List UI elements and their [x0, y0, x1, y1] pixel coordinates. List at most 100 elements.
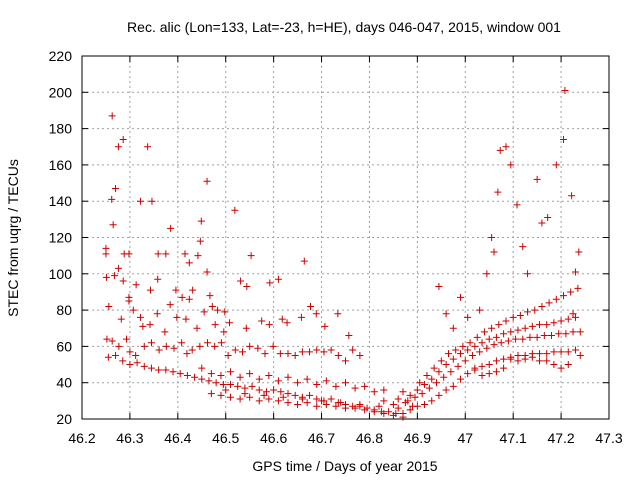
data-point	[278, 315, 286, 323]
data-point	[234, 382, 242, 390]
data-point	[238, 348, 246, 356]
data-point	[318, 397, 326, 405]
data-point	[485, 370, 493, 378]
data-point	[435, 368, 443, 376]
data-point	[194, 252, 202, 260]
data-point	[182, 315, 190, 323]
data-point	[227, 381, 235, 389]
data-point	[483, 344, 491, 352]
data-point	[219, 381, 227, 389]
data-point	[389, 400, 397, 408]
data-point	[513, 201, 521, 209]
data-point	[524, 308, 532, 316]
data-point	[162, 342, 170, 350]
data-point	[320, 348, 328, 356]
data-point	[103, 335, 111, 343]
data-point	[550, 319, 558, 327]
data-point	[102, 250, 110, 258]
data-point	[294, 400, 302, 408]
y-tick-label: 60	[56, 338, 72, 354]
data-point	[485, 361, 493, 369]
data-point	[178, 293, 186, 301]
data-point	[226, 319, 234, 327]
data-point	[217, 391, 225, 399]
data-point	[155, 366, 163, 374]
data-point	[442, 310, 450, 318]
data-point	[222, 386, 230, 394]
data-point	[449, 382, 457, 390]
data-point	[452, 346, 460, 354]
data-point	[507, 355, 515, 363]
data-point	[312, 310, 320, 318]
data-point	[521, 355, 529, 363]
data-point	[375, 402, 383, 410]
data-point	[394, 395, 402, 403]
data-point	[464, 346, 472, 354]
data-point	[236, 373, 244, 381]
data-point	[538, 219, 546, 227]
data-point	[464, 370, 472, 378]
data-point	[154, 275, 162, 283]
data-point	[313, 402, 321, 410]
data-point	[112, 184, 120, 192]
data-point	[488, 234, 496, 241]
data-point	[332, 382, 340, 390]
data-point	[303, 399, 311, 407]
data-point	[269, 342, 277, 350]
data-point	[514, 326, 522, 334]
data-point	[261, 350, 269, 358]
data-point	[247, 252, 255, 260]
data-point	[423, 371, 431, 379]
data-point	[445, 350, 453, 358]
data-point	[265, 395, 273, 403]
data-point	[568, 192, 576, 200]
data-point	[298, 395, 306, 403]
data-point	[298, 348, 306, 356]
data-point	[500, 364, 508, 372]
data-point	[478, 339, 486, 347]
x-tick-label: 47.2	[547, 430, 574, 446]
data-point	[246, 393, 254, 401]
data-point	[528, 353, 536, 361]
data-point	[183, 350, 191, 358]
data-point	[170, 344, 178, 352]
data-point	[265, 371, 273, 379]
data-point	[185, 295, 193, 303]
y-tick-label: 200	[49, 84, 73, 100]
data-point	[449, 355, 457, 363]
data-point	[114, 264, 122, 272]
data-point	[533, 175, 541, 183]
data-point	[564, 315, 572, 323]
y-tick-label: 140	[49, 193, 73, 209]
data-point	[270, 386, 278, 394]
data-point	[361, 382, 369, 390]
data-point	[349, 346, 357, 354]
data-point	[200, 308, 208, 316]
data-point	[173, 313, 181, 321]
data-point	[176, 370, 184, 378]
data-point	[262, 388, 270, 396]
data-point	[557, 317, 565, 325]
data-point	[144, 143, 152, 151]
y-tick-label: 180	[49, 121, 73, 137]
data-point	[564, 348, 572, 356]
data-point	[231, 206, 239, 214]
data-point	[178, 339, 186, 347]
data-point	[193, 324, 201, 332]
grid-lines	[82, 56, 609, 419]
data-point	[105, 302, 113, 310]
data-point	[370, 408, 378, 416]
data-point	[227, 368, 235, 376]
data-point	[123, 335, 131, 343]
data-point	[115, 342, 123, 350]
data-point	[221, 308, 229, 316]
data-point	[266, 279, 274, 287]
data-point	[196, 342, 204, 350]
data-point	[557, 348, 565, 356]
data-point	[147, 286, 155, 294]
data-point	[569, 310, 577, 318]
data-point	[136, 197, 144, 205]
data-point	[206, 292, 214, 300]
data-point	[147, 364, 155, 372]
data-point	[543, 350, 551, 358]
